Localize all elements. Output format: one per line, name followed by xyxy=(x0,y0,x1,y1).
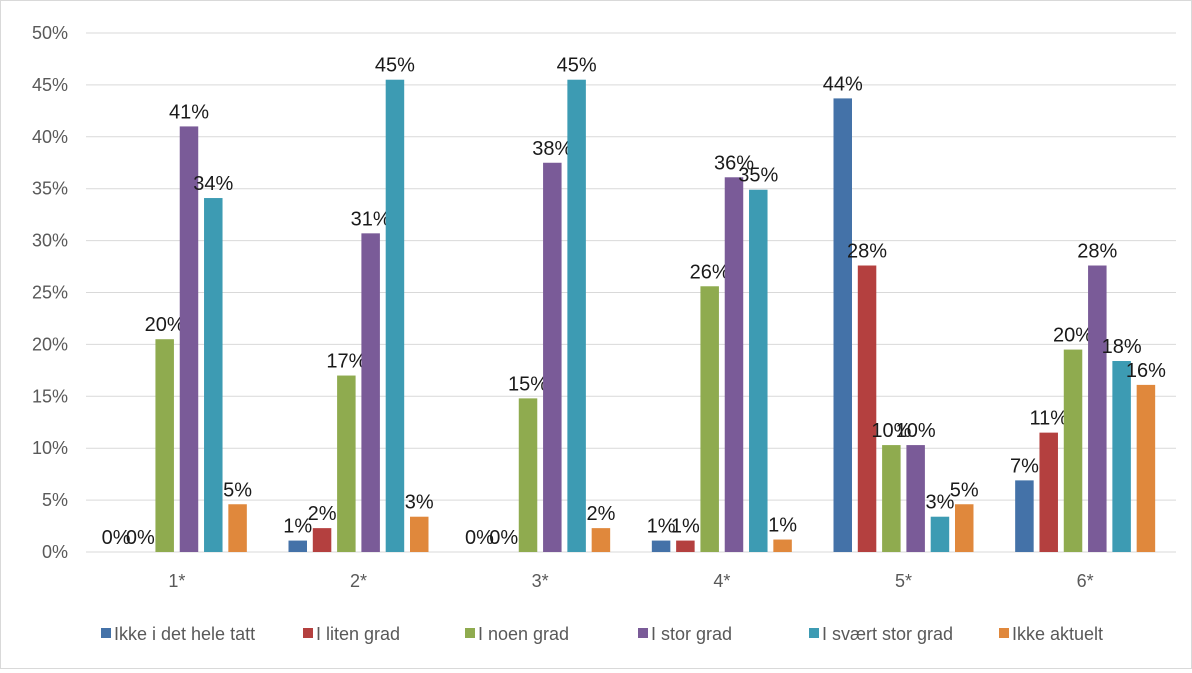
y-tick-label: 20% xyxy=(32,334,68,354)
x-tick-label: 5* xyxy=(895,571,912,591)
y-tick-label: 50% xyxy=(32,23,68,43)
data-label: 38% xyxy=(532,138,572,160)
bar xyxy=(312,528,332,552)
data-label: 45% xyxy=(375,55,415,77)
y-tick-label: 40% xyxy=(32,127,68,147)
data-label: 15% xyxy=(508,373,548,395)
legend-swatch xyxy=(465,628,475,638)
bar xyxy=(288,540,307,552)
y-tick-label: 25% xyxy=(32,283,68,303)
data-label: 1% xyxy=(283,516,312,538)
y-tick-label: 45% xyxy=(32,75,68,95)
x-tick-label: 3* xyxy=(532,571,549,591)
bar xyxy=(591,528,611,552)
y-tick-label: 0% xyxy=(42,542,68,562)
legend-label: Ikke i det hele tatt xyxy=(114,624,255,644)
data-label: 0% xyxy=(102,527,131,549)
data-label: 1% xyxy=(671,516,700,538)
bar xyxy=(1136,384,1156,552)
data-label: 20% xyxy=(145,314,185,336)
legend-swatch xyxy=(638,628,648,638)
data-label: 11% xyxy=(1029,408,1068,430)
y-tick-label: 35% xyxy=(32,179,68,199)
data-label: 2% xyxy=(308,503,337,525)
bar xyxy=(1112,361,1131,552)
data-label: 5% xyxy=(223,479,252,501)
y-tick-label: 5% xyxy=(42,490,68,510)
bar xyxy=(773,539,792,552)
bar xyxy=(1088,265,1107,552)
bar xyxy=(724,177,744,553)
data-label: 28% xyxy=(847,241,887,263)
data-label: 20% xyxy=(1053,325,1093,347)
bar xyxy=(651,540,671,552)
bar xyxy=(410,516,429,552)
bar xyxy=(930,516,950,552)
data-label: 35% xyxy=(738,165,778,187)
bar xyxy=(385,79,405,553)
bar xyxy=(1063,349,1083,552)
data-label: 7% xyxy=(1010,455,1039,477)
bar xyxy=(700,286,719,552)
data-label: 5% xyxy=(950,479,979,501)
bar xyxy=(361,233,380,553)
bar xyxy=(155,339,174,552)
bar xyxy=(833,98,852,553)
x-tick-label: 4* xyxy=(713,571,730,591)
data-label: 0% xyxy=(126,527,155,549)
data-label: 1% xyxy=(768,515,797,537)
bar xyxy=(567,79,586,553)
legend-label: I stor grad xyxy=(651,624,732,644)
y-tick-label: 15% xyxy=(32,386,68,406)
data-label: 28% xyxy=(1077,241,1117,263)
legend-swatch xyxy=(101,628,111,638)
data-label: 3% xyxy=(925,492,954,514)
data-label: 2% xyxy=(586,503,615,525)
x-tick-label: 6* xyxy=(1077,571,1094,591)
data-label: 10% xyxy=(871,420,911,442)
y-tick-label: 30% xyxy=(32,231,68,251)
bar xyxy=(882,445,901,552)
bar xyxy=(337,375,356,552)
data-label: 44% xyxy=(823,73,863,95)
data-label: 17% xyxy=(326,351,366,373)
data-label: 1% xyxy=(647,516,676,538)
legend-swatch xyxy=(999,628,1009,638)
data-label: 31% xyxy=(351,208,391,230)
bar xyxy=(543,162,562,552)
bar xyxy=(676,540,695,552)
bar xyxy=(1015,480,1034,552)
legend-label: I liten grad xyxy=(316,624,400,644)
legend-label: I svært stor grad xyxy=(822,624,953,644)
legend-label: I noen grad xyxy=(478,624,569,644)
bar xyxy=(906,445,925,552)
data-label: 10% xyxy=(896,420,936,442)
bar xyxy=(1039,432,1058,552)
bar xyxy=(228,504,247,552)
x-tick-label: 1* xyxy=(168,571,185,591)
legend-swatch xyxy=(809,628,819,638)
legend-swatch xyxy=(303,628,313,638)
bar xyxy=(955,504,974,552)
bar xyxy=(518,398,538,552)
data-label: 34% xyxy=(193,173,233,195)
bar xyxy=(857,265,877,552)
data-label: 41% xyxy=(169,101,209,123)
bar xyxy=(179,126,199,553)
bar xyxy=(749,189,768,552)
data-label: 26% xyxy=(690,261,730,283)
data-label: 0% xyxy=(489,527,518,549)
data-label: 16% xyxy=(1126,360,1166,382)
data-label: 36% xyxy=(714,152,754,174)
data-label: 18% xyxy=(1102,336,1142,358)
bar xyxy=(204,198,223,553)
legend-label: Ikke aktuelt xyxy=(1012,624,1103,644)
y-tick-label: 10% xyxy=(32,438,68,458)
x-tick-label: 2* xyxy=(350,571,367,591)
data-label: 45% xyxy=(557,55,597,77)
data-label: 0% xyxy=(465,527,494,549)
data-label: 3% xyxy=(405,492,434,514)
